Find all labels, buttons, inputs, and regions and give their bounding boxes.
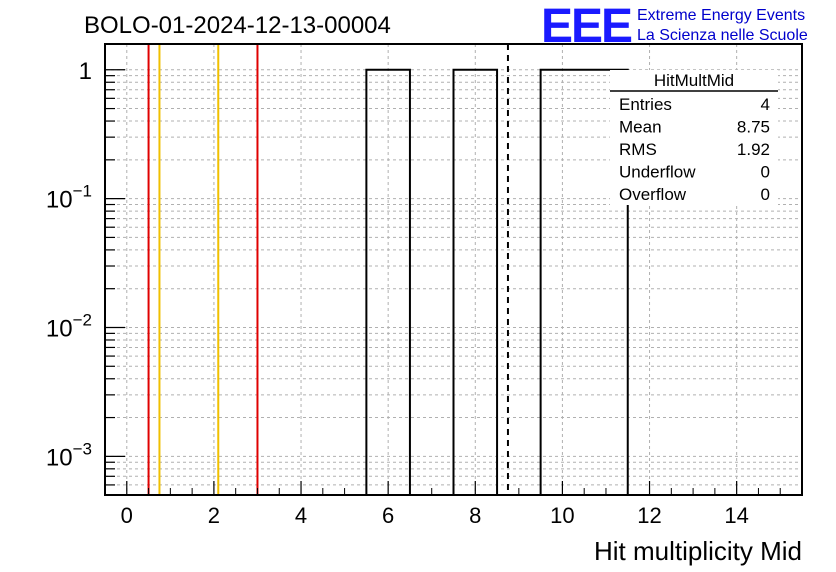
stats-label: Overflow <box>619 185 687 204</box>
org-name-line2: La Scienza nelle Scuole <box>637 27 808 44</box>
histogram-bar <box>365 68 411 495</box>
x-tick-label: 8 <box>469 503 481 528</box>
histogram-bars <box>365 68 629 495</box>
x-tick-label: 14 <box>724 503 748 528</box>
run-title: BOLO-01-2024-12-13-00004 <box>84 12 391 39</box>
eee-logo: EEE <box>541 0 632 53</box>
stats-label: RMS <box>619 140 657 159</box>
stats-value: 1.92 <box>737 140 770 159</box>
y-tick-label: 10−2 <box>46 310 92 342</box>
x-tick-label: 2 <box>208 503 220 528</box>
stats-label: Mean <box>619 118 662 137</box>
histogram-bar <box>539 68 629 495</box>
y-tick-label: 1 <box>79 58 92 85</box>
plot-area <box>104 43 803 496</box>
x-tick-label: 6 <box>382 503 394 528</box>
marker-lines <box>147 44 509 495</box>
stats-box-title: HitMultMid <box>654 71 734 90</box>
y-tick-labels: 10−3 10−2 10−1 1 <box>46 58 92 472</box>
stats-label: Entries <box>619 95 672 114</box>
y-tick-label: 10−3 <box>46 439 92 471</box>
stats-value: 4 <box>761 95 770 114</box>
histogram-bar <box>452 68 499 495</box>
x-tick-labels: 0 2 4 6 8 10 12 14 <box>121 503 749 528</box>
org-name-line1: Extreme Energy Events <box>637 7 805 24</box>
x-tick-label: 4 <box>295 503 307 528</box>
plot-frame <box>104 43 803 496</box>
x-tick-label: 12 <box>637 503 661 528</box>
stats-value: 0 <box>761 163 770 182</box>
stats-box-background <box>610 70 778 205</box>
stats-rows: Entries 4 Mean 8.75 RMS 1.92 Underflow 0 Overflo… <box>619 95 770 204</box>
x-tick-label: 0 <box>121 503 133 528</box>
stats-value: 8.75 <box>737 118 770 137</box>
x-axis-label: Hit multiplicity Mid <box>594 536 802 566</box>
stats-value: 0 <box>761 185 770 204</box>
x-tick-label: 10 <box>550 503 574 528</box>
stats-box: HitMultMid Entries 4 Mean 8.75 RMS 1.92 Underf… <box>610 70 778 205</box>
stats-label: Underflow <box>619 163 696 182</box>
y-tick-label: 10−1 <box>46 182 92 214</box>
